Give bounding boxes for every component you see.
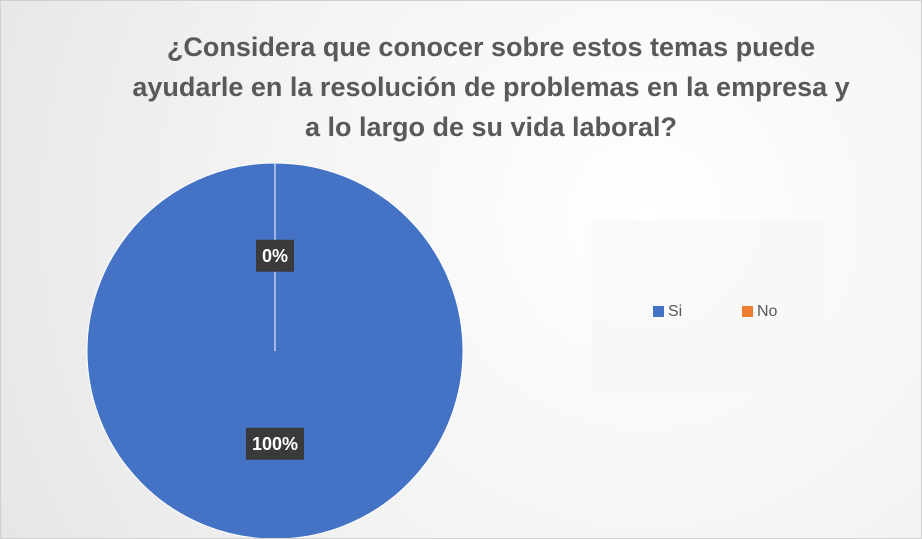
data-label-box bbox=[255, 239, 295, 272]
data-label-box bbox=[245, 427, 305, 460]
chart-title: ¿Considera que conocer sobre estos temas… bbox=[132, 32, 850, 142]
legend-label: Si bbox=[668, 303, 682, 320]
data-label: 0% bbox=[262, 246, 288, 266]
legend-box bbox=[591, 221, 827, 396]
data-label: 100% bbox=[252, 434, 298, 454]
legend-label: No bbox=[757, 303, 778, 320]
legend-swatch bbox=[742, 306, 753, 317]
legend-swatch bbox=[653, 306, 664, 317]
